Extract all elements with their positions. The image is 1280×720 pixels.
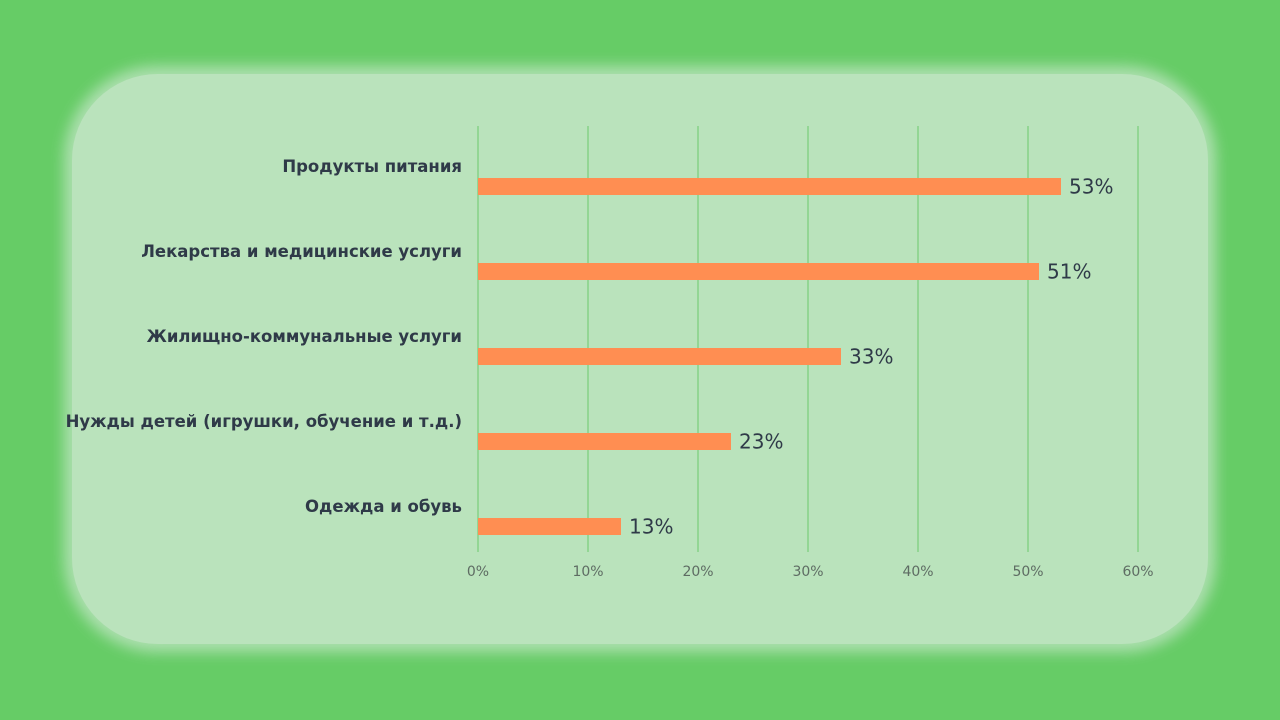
x-tick-label: 40% (902, 564, 933, 580)
bar (478, 263, 1039, 280)
value-label: 33% (849, 345, 893, 369)
x-tick-label: 0% (467, 564, 489, 580)
x-tick-label: 10% (572, 564, 603, 580)
category-label: Лекарства и медицинские услуги (141, 242, 462, 261)
value-label: 53% (1069, 175, 1113, 199)
gridlines (477, 126, 1139, 552)
x-tick-label: 60% (1122, 564, 1153, 580)
value-label: 51% (1047, 260, 1091, 284)
bars (478, 178, 1061, 535)
x-tick-label: 30% (792, 564, 823, 580)
value-label: 13% (629, 515, 673, 539)
category-label: Одежда и обувь (305, 497, 462, 516)
bar (478, 178, 1061, 195)
x-tick-label: 20% (682, 564, 713, 580)
value-label: 23% (739, 430, 783, 454)
labels: 0% 10% 20% 30% 40% 50% 60% Продукты питания 53% Л… (66, 157, 1154, 580)
bar (478, 348, 841, 365)
category-label: Нужды детей (игрушки, обучение и т.д.) (66, 412, 462, 431)
bar (478, 518, 621, 535)
bar (478, 433, 731, 450)
category-label: Жилищно-коммунальные услуги (147, 327, 462, 346)
x-tick-label: 50% (1012, 564, 1043, 580)
category-label: Продукты питания (282, 157, 462, 176)
